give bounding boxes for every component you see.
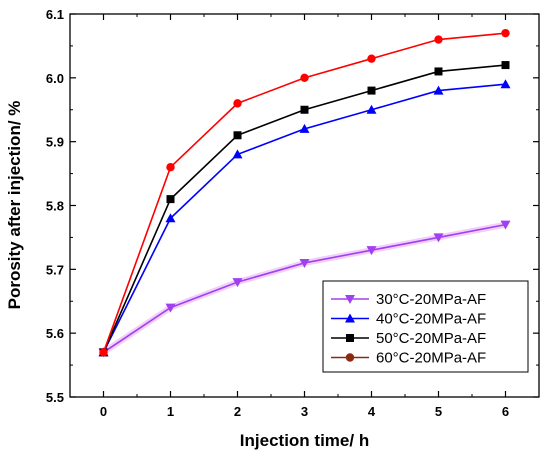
data-point — [165, 303, 176, 313]
data-point — [99, 348, 108, 357]
legend-marker — [345, 353, 355, 362]
series-triangle-down — [98, 220, 511, 358]
x-tick-label: 0 — [100, 404, 107, 419]
x-tick-label: 3 — [301, 404, 308, 419]
y-tick-label: 5.7 — [46, 262, 64, 277]
data-point — [166, 195, 175, 204]
data-point — [434, 35, 443, 44]
legend-label: 50°C-20MPa-AF — [376, 330, 486, 347]
legend: 30°C-20MPa-AF 40°C-20MPa-AF 50°C-20MPa-AF 6… — [322, 280, 529, 373]
data-point — [300, 73, 309, 83]
x-tick-label: 2 — [234, 404, 241, 419]
legend-label: 40°C-20MPa-AF — [376, 311, 486, 328]
data-point — [366, 104, 377, 114]
series-triangle-up — [98, 79, 511, 357]
data-point — [299, 258, 310, 268]
legend-marker — [345, 295, 355, 304]
x-axis-title: Injection time/ h — [240, 431, 369, 450]
data-point — [433, 233, 444, 243]
data-point — [501, 28, 510, 38]
data-point — [367, 54, 376, 63]
data-point — [366, 246, 377, 256]
legend-marker — [345, 313, 355, 323]
data-point — [165, 213, 176, 223]
data-point — [500, 220, 511, 230]
data-point — [232, 149, 243, 159]
data-point — [434, 67, 443, 76]
series-circle — [99, 28, 510, 357]
series-layer — [98, 28, 511, 358]
data-point — [233, 131, 242, 140]
y-tick-label: 5.6 — [46, 326, 64, 341]
data-point — [501, 61, 510, 70]
legend-label: 60°C-20MPa-AF — [376, 350, 486, 367]
data-point — [232, 278, 243, 288]
y-axis-title: Porosity after injection/ % — [5, 101, 24, 310]
x-tick-label: 5 — [435, 404, 442, 419]
y-tick-label: 5.5 — [46, 390, 64, 405]
data-point — [367, 86, 376, 95]
data-point — [300, 105, 309, 114]
y-tick-label: 5.9 — [46, 135, 64, 150]
axis-layer: 0 1 2 3 4 5 6 5.5 5.6 5.7 5.8 5.9 6.0 6.1 — [46, 7, 539, 419]
legend-label: 30°C-20MPa-AF — [376, 291, 486, 308]
data-point — [433, 85, 444, 95]
legend-marker — [346, 334, 354, 342]
data-point — [299, 123, 310, 133]
data-point — [233, 99, 242, 108]
x-tick-label: 4 — [368, 404, 376, 419]
x-tick-label: 6 — [502, 404, 509, 419]
y-tick-label: 6.0 — [46, 71, 64, 86]
x-tick-label: 1 — [167, 404, 174, 419]
data-point — [166, 163, 175, 172]
y-tick-label: 6.1 — [46, 7, 64, 22]
y-tick-label: 5.8 — [46, 199, 64, 214]
data-point — [500, 79, 511, 89]
